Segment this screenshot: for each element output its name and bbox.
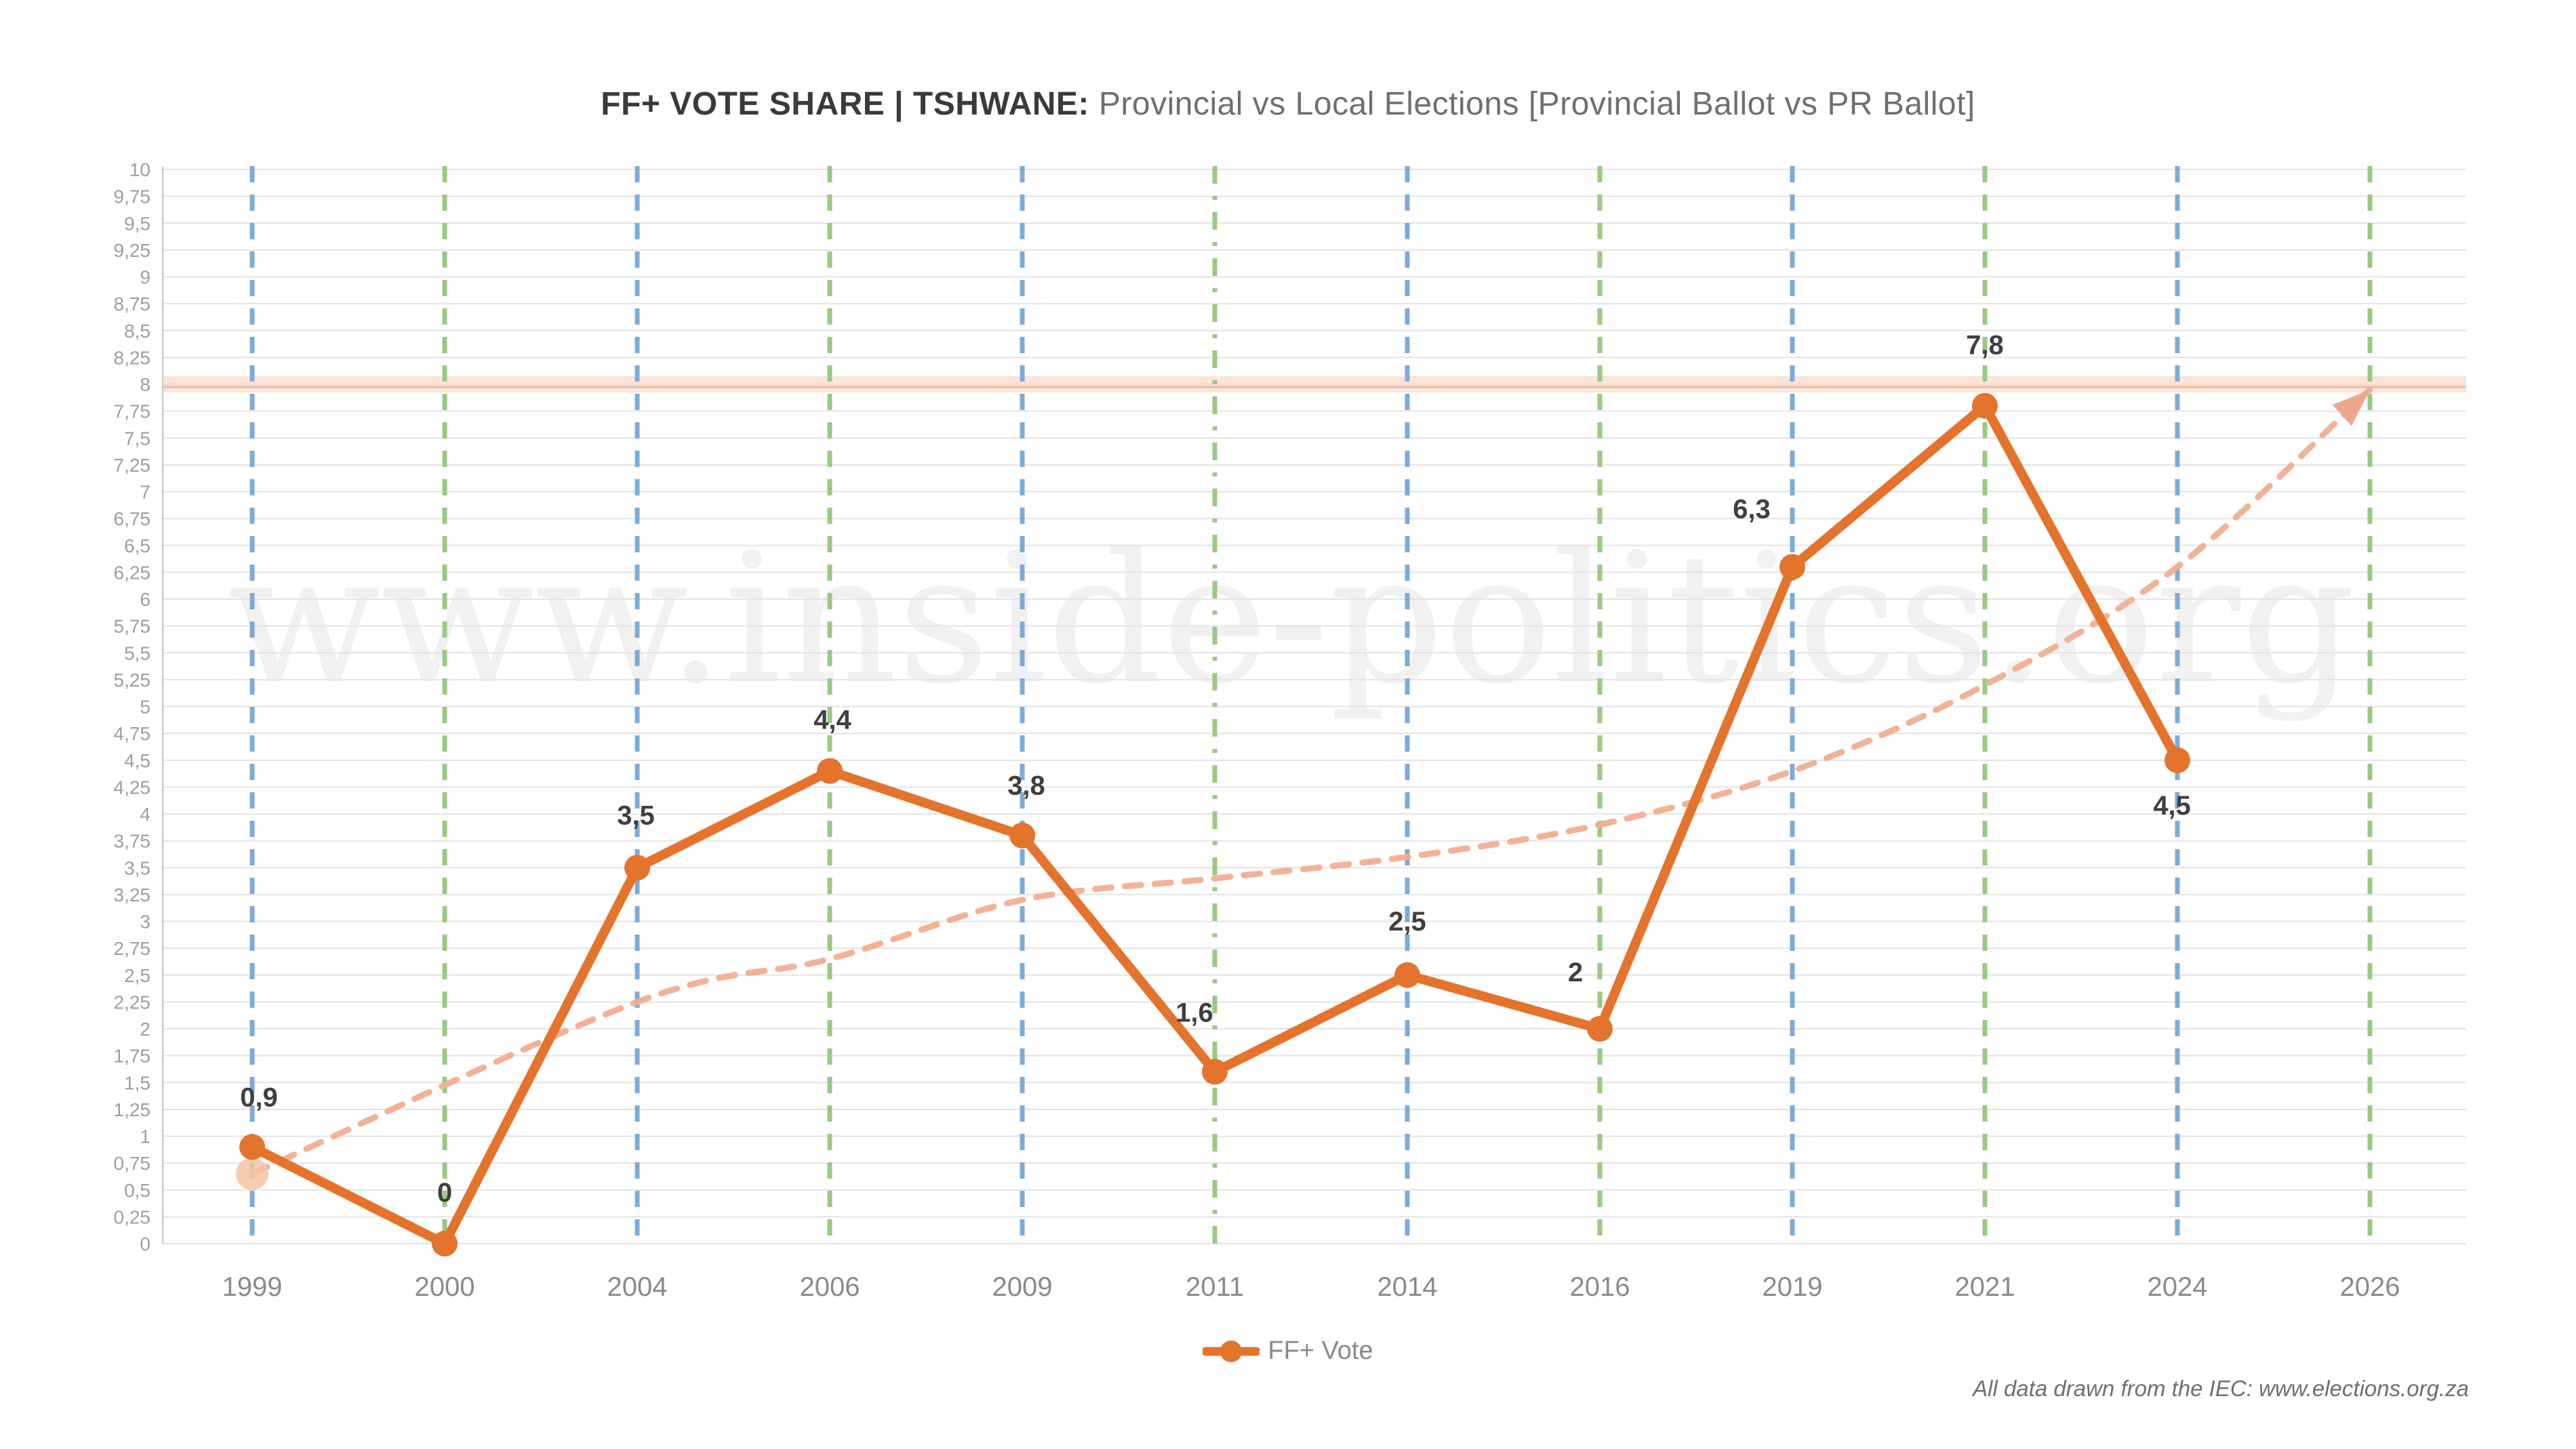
data-point xyxy=(1587,1016,1613,1042)
x-tick-label: 2004 xyxy=(607,1272,668,1302)
x-axis-labels: 1999 2000 2004 2006 2009 2011 2014 2016 2019 2021… xyxy=(222,1272,2400,1302)
y-tick-label: 9 xyxy=(140,267,150,288)
legend-line-marker xyxy=(1203,1340,1260,1362)
data-point-label: 0 xyxy=(437,1178,452,1208)
y-tick-label: 1,75 xyxy=(114,1046,151,1067)
data-point-label: 2 xyxy=(1568,958,1583,987)
y-tick-label: 8,25 xyxy=(114,347,151,368)
chart-title: FF+ VOTE SHARE | TSHWANE: Provincial vs L… xyxy=(0,85,2576,123)
data-point-label: 7,8 xyxy=(1966,331,2004,361)
y-tick-label: 0,5 xyxy=(124,1180,150,1201)
trend-start-dot xyxy=(236,1157,268,1190)
data-point-label: 6,3 xyxy=(1733,494,1771,524)
y-tick-label: 4,25 xyxy=(114,777,151,798)
y-tick-label: 3,5 xyxy=(124,857,150,878)
y-tick-label: 3 xyxy=(140,912,150,933)
year-guide-lines xyxy=(249,166,2373,1244)
x-tick-label: 2019 xyxy=(1763,1272,1823,1302)
data-point xyxy=(624,855,650,881)
y-tick-label: 5,75 xyxy=(114,616,151,637)
y-tick-label: 2,5 xyxy=(124,965,150,986)
data-point xyxy=(1394,962,1420,988)
data-point-label: 3,8 xyxy=(1007,771,1045,801)
data-point-label: 2,5 xyxy=(1388,907,1426,937)
y-tick-label: 7 xyxy=(140,482,150,503)
data-labels: 0,9 0 3,5 4,4 3,8 1,6 2,5 2 6,3 7,8 4,5 xyxy=(240,331,2191,1208)
data-point xyxy=(1972,392,1998,419)
y-tick-label: 2,25 xyxy=(114,992,151,1013)
data-points xyxy=(239,392,2190,1257)
data-point-label: 4,5 xyxy=(2153,791,2191,821)
x-tick-label: 2021 xyxy=(1955,1272,2015,1302)
y-tick-label: 6,5 xyxy=(124,535,150,556)
data-point xyxy=(239,1134,265,1160)
x-tick-label: 2009 xyxy=(992,1272,1053,1302)
y-tick-label: 5,25 xyxy=(114,670,151,691)
data-point xyxy=(2165,747,2190,773)
y-axis-labels: 0 0,25 0,5 0,75 1 1,25 1,5 1,75 2 2,25 2,5 2,75 3 3,2… xyxy=(114,159,151,1254)
y-tick-label: 4 xyxy=(140,804,150,825)
y-tick-label: 6,75 xyxy=(114,508,151,529)
y-tick-label: 9,5 xyxy=(124,213,150,234)
trend-projection-line xyxy=(249,386,2373,1177)
x-tick-label: 2024 xyxy=(2148,1272,2208,1302)
y-tick-label: 3,25 xyxy=(114,884,151,905)
y-tick-label: 1 xyxy=(140,1126,150,1147)
data-point xyxy=(1202,1059,1228,1085)
y-tick-label: 3,75 xyxy=(114,831,151,852)
y-tick-label: 2 xyxy=(140,1019,150,1040)
x-tick-label: 2016 xyxy=(1570,1272,1630,1302)
y-tick-label: 8,75 xyxy=(114,293,151,314)
data-point-label: 4,4 xyxy=(813,706,851,735)
chart-title-sub: Provincial vs Local Elections [Provincia… xyxy=(1098,86,1975,122)
x-tick-label: 2011 xyxy=(1186,1272,1244,1302)
y-tick-label: 5 xyxy=(140,697,150,718)
data-point-label: 3,5 xyxy=(617,800,655,830)
y-tick-label: 0,25 xyxy=(114,1206,151,1227)
y-tick-label: 2,75 xyxy=(114,938,151,959)
watermark: www.inside-politics.org xyxy=(227,515,2356,724)
x-tick-label: 2026 xyxy=(2340,1272,2400,1302)
legend: FF+ Vote xyxy=(0,1336,2576,1366)
data-point xyxy=(1009,822,1035,849)
legend-label: FF+ Vote xyxy=(1268,1336,1373,1365)
data-point xyxy=(432,1231,458,1257)
source-note: All data drawn from the IEC: www.electio… xyxy=(1973,1376,2469,1401)
y-tick-label: 8 xyxy=(140,374,150,395)
y-tick-label: 8,5 xyxy=(124,321,150,342)
y-tick-label: 9,25 xyxy=(114,240,151,261)
x-tick-label: 2000 xyxy=(415,1272,475,1302)
x-tick-label: 2014 xyxy=(1377,1272,1438,1302)
y-tick-label: 0 xyxy=(140,1233,150,1254)
y-tick-label: 7,25 xyxy=(114,455,151,476)
y-tick-label: 1,5 xyxy=(124,1072,150,1093)
y-tick-label: 4,75 xyxy=(114,723,151,744)
gridlines xyxy=(163,169,2466,1244)
y-tick-label: 9,75 xyxy=(114,186,151,207)
y-tick-label: 7,5 xyxy=(124,428,150,449)
legend-dot xyxy=(1220,1340,1243,1362)
data-point xyxy=(1779,554,1805,580)
data-point-label: 1,6 xyxy=(1175,998,1213,1027)
x-tick-label: 1999 xyxy=(222,1272,283,1302)
y-tick-label: 6 xyxy=(140,589,150,610)
y-tick-label: 7,75 xyxy=(114,401,151,422)
y-tick-label: 5,5 xyxy=(124,642,150,664)
y-tick-label: 4,5 xyxy=(124,750,150,771)
chart-title-main: FF+ VOTE SHARE | TSHWANE: xyxy=(601,86,1089,122)
data-point-label: 0,9 xyxy=(240,1082,278,1112)
y-tick-label: 10 xyxy=(129,159,150,180)
reference-band xyxy=(163,376,2466,392)
y-tick-label: 6,25 xyxy=(114,562,151,583)
x-tick-label: 2006 xyxy=(800,1272,860,1302)
trend-arrowhead xyxy=(2332,389,2370,426)
data-point xyxy=(817,758,843,784)
y-tick-label: 1,25 xyxy=(114,1099,151,1120)
y-tick-label: 0,75 xyxy=(114,1153,151,1174)
